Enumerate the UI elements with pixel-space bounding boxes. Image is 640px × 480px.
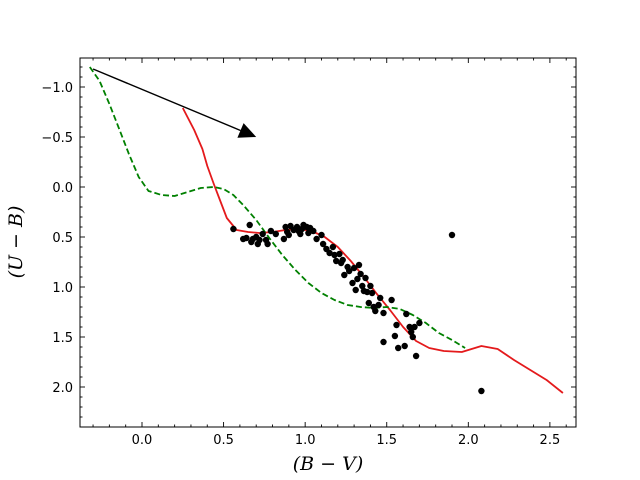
data-point <box>246 221 253 229</box>
data-point <box>256 236 263 244</box>
tick-labels: 0.0 0.5 1.0 1.5 2.0 2.5 −1.0 −0.5 0.0 0.5 1.0 1.5 2.… <box>41 81 560 448</box>
data-point <box>403 310 410 318</box>
data-point <box>243 234 250 242</box>
data-point <box>409 333 416 341</box>
data-point <box>362 274 369 282</box>
data-point <box>380 309 387 317</box>
data-point <box>408 328 415 336</box>
data-point <box>310 227 317 235</box>
data-point <box>377 294 384 302</box>
y-axis-label: (U − B) <box>5 206 27 279</box>
plot-frame <box>79 57 577 428</box>
data-point <box>259 230 266 238</box>
data-point <box>372 307 379 315</box>
data-point <box>406 323 413 331</box>
data-point <box>391 332 399 340</box>
annotations <box>92 68 257 138</box>
data-point <box>319 240 327 248</box>
data-point <box>341 271 348 279</box>
data-point <box>264 240 271 248</box>
data-point <box>331 251 338 259</box>
data-point <box>280 235 288 243</box>
data-point <box>388 296 395 304</box>
data-point <box>401 342 408 350</box>
x-axis-label: (B − V) <box>293 453 364 475</box>
arrow-head <box>237 123 257 138</box>
data-point <box>267 227 275 235</box>
data-point <box>367 282 374 290</box>
y-tick-label: 0.5 <box>52 231 73 246</box>
data-point <box>375 301 382 309</box>
data-point <box>411 323 418 331</box>
data-point <box>346 267 353 275</box>
x-tick-label: 0.5 <box>213 433 234 448</box>
data-point <box>380 338 387 346</box>
data-point <box>368 289 376 297</box>
x-tick-label: 0.0 <box>132 433 153 448</box>
data-point <box>354 275 361 283</box>
data-point <box>285 231 292 239</box>
data-point <box>326 249 333 257</box>
data-point <box>393 321 400 329</box>
data-point <box>313 235 320 243</box>
data-point <box>359 282 366 290</box>
data-point <box>305 229 312 237</box>
arrow-shaft <box>92 68 241 132</box>
plot-area <box>89 66 564 395</box>
data-point <box>329 243 337 251</box>
data-point <box>365 299 372 307</box>
y-tick-label: −0.5 <box>41 131 73 146</box>
series-line-dashed <box>89 66 466 349</box>
series-lines <box>89 66 564 394</box>
data-point <box>272 230 279 238</box>
data-point <box>448 231 456 239</box>
x-tick-label: 1.0 <box>295 433 316 448</box>
data-point <box>336 250 343 258</box>
series-line-solid <box>182 107 564 394</box>
data-point <box>349 279 356 287</box>
data-point <box>230 225 237 233</box>
x-tick-label: 1.5 <box>376 433 397 448</box>
data-point <box>395 344 402 352</box>
y-tick-label: 0.0 <box>52 181 73 196</box>
data-point <box>412 352 420 360</box>
data-point <box>333 257 340 265</box>
data-point <box>416 319 423 327</box>
data-point <box>297 230 304 238</box>
data-point <box>355 261 363 269</box>
y-tick-label: −1.0 <box>41 81 73 96</box>
data-point <box>282 223 289 231</box>
x-tick-label: 2.5 <box>540 433 561 448</box>
data-points <box>230 221 485 395</box>
data-point <box>364 288 371 296</box>
data-point <box>318 231 325 239</box>
data-point <box>478 387 485 395</box>
x-tick-label: 2.0 <box>458 433 479 448</box>
y-tick-label: 2.0 <box>52 381 73 396</box>
data-point <box>350 264 358 272</box>
y-tick-label: 1.0 <box>52 281 73 296</box>
y-tick-label: 1.5 <box>52 331 73 346</box>
data-point <box>337 259 345 267</box>
data-point <box>357 270 364 278</box>
data-point <box>352 286 359 294</box>
